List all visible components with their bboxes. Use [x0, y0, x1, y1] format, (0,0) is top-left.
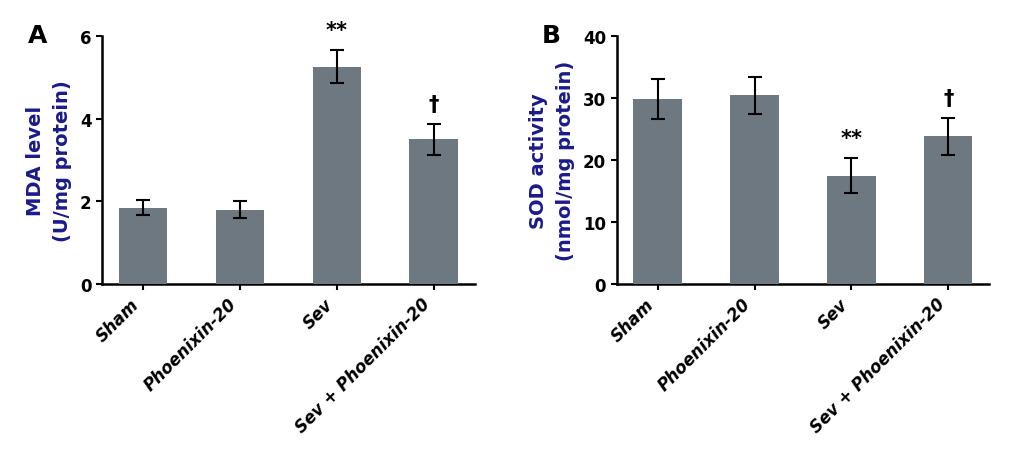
Y-axis label: SOD activity
(nmol/mg protein): SOD activity (nmol/mg protein)	[529, 61, 574, 261]
Text: **: **	[325, 21, 347, 41]
Text: B: B	[541, 24, 560, 48]
Bar	[409, 140, 458, 285]
Text: †: †	[428, 95, 438, 114]
Bar	[730, 96, 777, 285]
Bar	[633, 100, 682, 285]
Text: **: **	[840, 129, 861, 149]
Text: †: †	[943, 89, 953, 109]
Bar	[216, 210, 264, 285]
Bar	[119, 208, 167, 285]
Bar	[313, 67, 361, 285]
Bar	[826, 176, 874, 285]
Y-axis label: MDA level
(U/mg protein): MDA level (U/mg protein)	[26, 80, 71, 241]
Bar	[923, 137, 971, 285]
Text: A: A	[28, 24, 47, 48]
